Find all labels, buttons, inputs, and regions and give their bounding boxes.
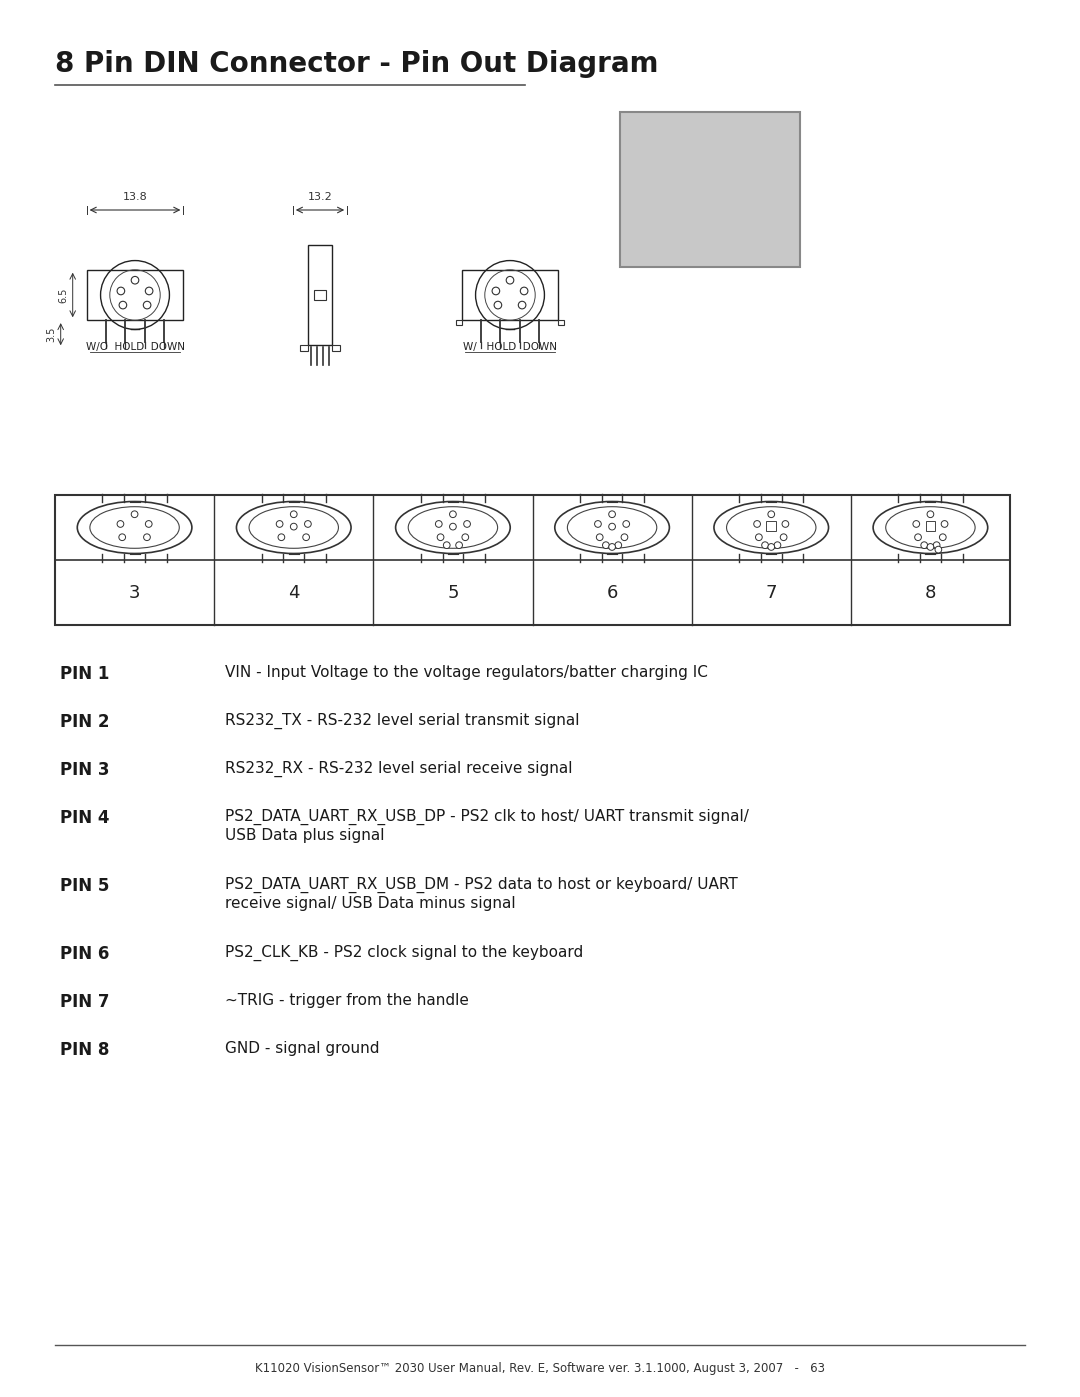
Circle shape — [609, 511, 616, 518]
Text: 8 Pin DIN Connector - Pin Out Diagram: 8 Pin DIN Connector - Pin Out Diagram — [55, 50, 659, 78]
Circle shape — [623, 521, 630, 527]
Bar — [300, 345, 309, 352]
Text: PS2_DATA_UART_RX_USB_DM - PS2 data to host or keyboard/ UART
receive signal/ USB: PS2_DATA_UART_RX_USB_DM - PS2 data to ho… — [225, 877, 738, 911]
Bar — [767, 521, 777, 531]
Text: W/O  HOLD  DOWN: W/O HOLD DOWN — [85, 342, 185, 352]
Circle shape — [131, 277, 139, 284]
Text: 3.5: 3.5 — [46, 327, 57, 342]
Text: 8: 8 — [924, 584, 936, 602]
Text: VIN - Input Voltage to the voltage regulators/batter charging IC: VIN - Input Voltage to the voltage regul… — [225, 665, 707, 680]
Circle shape — [437, 534, 444, 541]
Circle shape — [144, 534, 150, 541]
Text: PIN 6: PIN 6 — [60, 944, 109, 963]
Circle shape — [927, 511, 934, 518]
Text: PIN 3: PIN 3 — [60, 761, 109, 780]
Text: PIN 8: PIN 8 — [60, 1041, 109, 1059]
Text: 6.5: 6.5 — [58, 288, 69, 303]
Bar — [86, 270, 184, 320]
Circle shape — [921, 542, 928, 549]
Circle shape — [463, 521, 471, 527]
Circle shape — [449, 524, 456, 529]
Circle shape — [927, 543, 934, 550]
Bar — [332, 345, 339, 352]
Circle shape — [117, 288, 124, 295]
Text: 7: 7 — [766, 584, 777, 602]
Circle shape — [603, 542, 609, 549]
Circle shape — [302, 534, 310, 541]
Text: 6: 6 — [606, 584, 618, 602]
Circle shape — [144, 302, 151, 309]
Circle shape — [456, 542, 462, 549]
Text: 13.2: 13.2 — [308, 191, 333, 203]
Text: PIN 5: PIN 5 — [60, 877, 109, 895]
Circle shape — [941, 521, 948, 527]
Text: PIN 1: PIN 1 — [60, 665, 109, 683]
Text: RS232_TX - RS-232 level serial transmit signal: RS232_TX - RS-232 level serial transmit … — [225, 712, 580, 729]
Circle shape — [462, 534, 469, 541]
Text: 4: 4 — [288, 584, 299, 602]
Circle shape — [595, 521, 602, 527]
Circle shape — [291, 511, 297, 518]
Circle shape — [768, 511, 774, 518]
Circle shape — [435, 521, 442, 527]
Bar — [558, 320, 564, 326]
Bar — [926, 521, 935, 531]
Circle shape — [615, 542, 622, 549]
Circle shape — [278, 534, 285, 541]
Text: PIN 2: PIN 2 — [60, 712, 109, 731]
Circle shape — [782, 521, 788, 527]
Circle shape — [444, 542, 450, 549]
Circle shape — [521, 288, 528, 295]
Bar — [313, 291, 326, 300]
Circle shape — [449, 511, 456, 518]
Circle shape — [291, 524, 297, 529]
Circle shape — [596, 534, 603, 541]
Bar — [620, 112, 800, 267]
Circle shape — [915, 534, 921, 541]
Circle shape — [132, 511, 138, 518]
Text: PIN 4: PIN 4 — [60, 809, 109, 827]
Bar — [55, 495, 1010, 624]
Circle shape — [621, 534, 627, 541]
Bar — [309, 244, 332, 345]
Text: PIN 7: PIN 7 — [60, 993, 109, 1011]
Text: ~TRIG - trigger from the handle: ~TRIG - trigger from the handle — [225, 993, 469, 1009]
Circle shape — [146, 288, 153, 295]
Circle shape — [305, 521, 311, 527]
Bar — [462, 270, 558, 320]
Text: K11020 VisionSensor™ 2030 User Manual, Rev. E, Software ver. 3.1.1000, August 3,: K11020 VisionSensor™ 2030 User Manual, R… — [255, 1362, 825, 1375]
Text: 3: 3 — [129, 584, 140, 602]
Text: RS232_RX - RS-232 level serial receive signal: RS232_RX - RS-232 level serial receive s… — [225, 761, 572, 777]
Circle shape — [119, 534, 125, 541]
Circle shape — [756, 534, 762, 541]
Text: GND - signal ground: GND - signal ground — [225, 1041, 379, 1056]
Circle shape — [492, 288, 500, 295]
Circle shape — [507, 277, 514, 284]
Circle shape — [913, 521, 920, 527]
Circle shape — [768, 543, 774, 550]
Circle shape — [780, 534, 787, 541]
Circle shape — [933, 542, 940, 549]
Circle shape — [935, 546, 942, 553]
Circle shape — [754, 521, 760, 527]
Circle shape — [609, 543, 616, 550]
Circle shape — [276, 521, 283, 527]
Circle shape — [146, 521, 152, 527]
Text: PS2_DATA_UART_RX_USB_DP - PS2 clk to host/ UART transmit signal/
USB Data plus s: PS2_DATA_UART_RX_USB_DP - PS2 clk to hos… — [225, 809, 748, 842]
Text: W/   HOLD  DOWN: W/ HOLD DOWN — [463, 342, 557, 352]
Text: 5: 5 — [447, 584, 459, 602]
Circle shape — [609, 524, 616, 529]
Text: PS2_CLK_KB - PS2 clock signal to the keyboard: PS2_CLK_KB - PS2 clock signal to the key… — [225, 944, 583, 961]
Circle shape — [117, 521, 124, 527]
Circle shape — [940, 534, 946, 541]
Circle shape — [774, 542, 781, 549]
Bar — [456, 320, 462, 326]
Circle shape — [761, 542, 769, 549]
Circle shape — [518, 302, 526, 309]
Circle shape — [495, 302, 502, 309]
Text: 13.8: 13.8 — [123, 191, 147, 203]
Circle shape — [119, 302, 126, 309]
